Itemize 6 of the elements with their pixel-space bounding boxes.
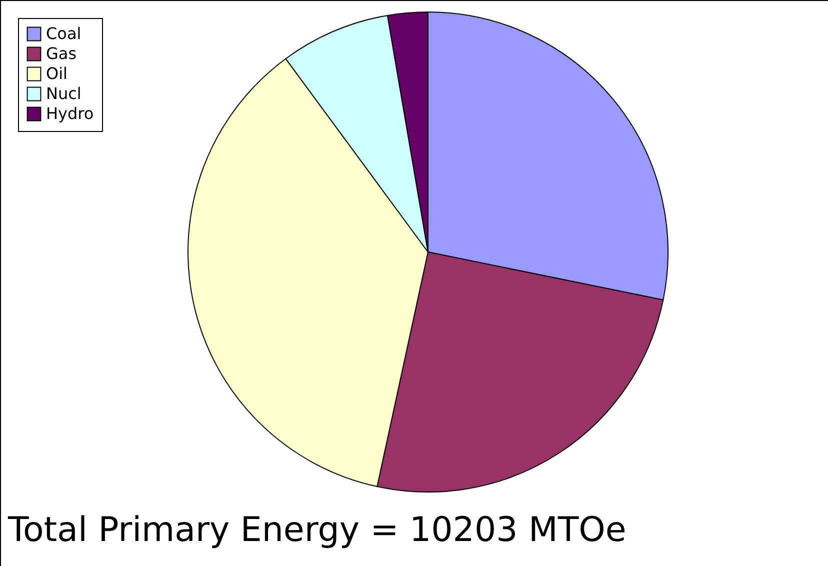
legend-label: Nucl [46, 84, 82, 103]
legend-label: Oil [46, 64, 68, 83]
legend-label: Hydro [46, 104, 94, 123]
text: Total Primary Energy = 10203 MTOe [7, 510, 626, 550]
legend-label: Coal [46, 24, 82, 43]
legend-label: Gas [46, 44, 77, 63]
